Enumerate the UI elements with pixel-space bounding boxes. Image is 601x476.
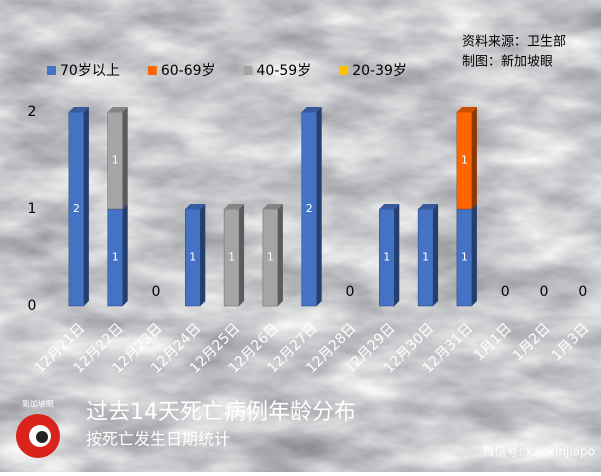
- data-label: 1: [461, 154, 468, 167]
- chart-subtitle: 按死亡发生日期统计: [86, 430, 230, 449]
- legend-swatch: [243, 66, 253, 75]
- bar-side: [277, 204, 283, 306]
- data-label: 1: [189, 251, 196, 264]
- data-label: 1: [461, 251, 468, 264]
- bar-side: [83, 107, 89, 306]
- data-label: 0: [152, 284, 161, 300]
- legend-label: 60-69岁: [161, 63, 216, 79]
- bar-top: [68, 107, 89, 112]
- data-label: 2: [306, 202, 313, 215]
- data-label: 1: [112, 251, 119, 264]
- bar-top: [262, 204, 283, 209]
- bar-side: [433, 204, 439, 306]
- source: 资料来源：卫生部: [462, 35, 566, 50]
- credit: 制图：新加坡眼: [462, 54, 553, 70]
- legend-swatch: [47, 66, 56, 75]
- data-label: 1: [112, 154, 119, 167]
- data-label: 0: [540, 284, 549, 300]
- y-tick-label: 0: [28, 298, 37, 314]
- data-label: 0: [578, 284, 587, 300]
- bar-side: [200, 204, 206, 306]
- data-label: 1: [228, 251, 235, 264]
- bar-side: [122, 204, 128, 306]
- legend-label: 40-59岁: [257, 63, 312, 79]
- data-label: 2: [73, 202, 80, 215]
- data-label: 1: [422, 251, 429, 264]
- logo-text: 新加坡眼: [22, 399, 54, 409]
- bar-side: [471, 107, 477, 209]
- bar-side: [394, 204, 400, 306]
- y-tick-label: 1: [28, 201, 37, 217]
- data-label: 1: [383, 251, 390, 264]
- watermark: 微信号: kanxinjiapo: [482, 445, 595, 459]
- legend-swatch: [339, 66, 349, 75]
- y-tick-label: 2: [28, 104, 37, 120]
- data-label: 0: [346, 284, 355, 300]
- legend-label: 20-39岁: [352, 63, 407, 79]
- bar-top: [185, 204, 206, 209]
- bar-side: [239, 204, 245, 306]
- legend-swatch: [147, 66, 157, 75]
- legend-label: 70岁以上: [60, 63, 120, 79]
- data-label: 1: [267, 251, 274, 264]
- logo-pupil: [36, 431, 48, 443]
- bar-top: [456, 107, 477, 112]
- logo: 新加坡眼: [16, 399, 60, 458]
- bar-top: [418, 204, 439, 209]
- bar-side: [316, 107, 322, 306]
- bar-top: [301, 107, 322, 112]
- chart-title: 过去14天死亡病例年龄分布: [86, 400, 356, 425]
- bar-side: [471, 204, 477, 306]
- data-label: 0: [501, 284, 510, 300]
- bar-top: [379, 204, 400, 209]
- bar-top: [224, 204, 245, 209]
- bar-top: [107, 107, 128, 112]
- bar-side: [122, 107, 128, 209]
